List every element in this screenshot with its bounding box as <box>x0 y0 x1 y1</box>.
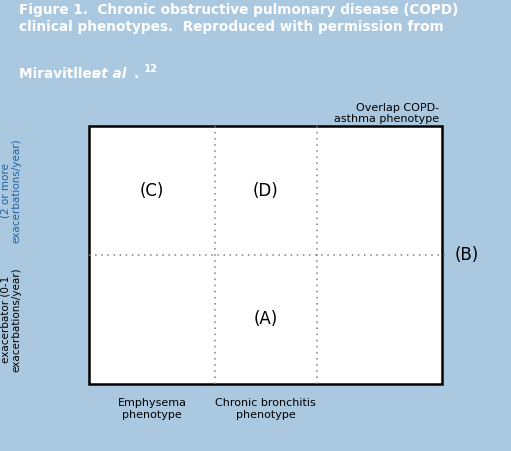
Text: (B): (B) <box>455 246 479 264</box>
Text: (D): (D) <box>253 181 278 199</box>
Text: .: . <box>134 67 144 81</box>
Text: Overlap COPD-
asthma phenotype: Overlap COPD- asthma phenotype <box>334 103 439 124</box>
Text: Chronic bronchitis
phenotype: Chronic bronchitis phenotype <box>215 398 316 420</box>
Bar <box>89 126 442 384</box>
Text: Emphysema
phenotype: Emphysema phenotype <box>118 398 187 420</box>
Text: infrequent
exacerbator (0-1
exacerbations/year): infrequent exacerbator (0-1 exacerbation… <box>0 267 21 372</box>
Text: (C): (C) <box>140 181 164 199</box>
Text: et al: et al <box>92 67 127 81</box>
Text: (A): (A) <box>253 310 278 328</box>
Text: Miravitlles: Miravitlles <box>19 67 105 81</box>
Text: 12: 12 <box>144 64 158 74</box>
Text: Figure 1.  Chronic obstructive pulmonary disease (COPD)
clinical phenotypes.  Re: Figure 1. Chronic obstructive pulmonary … <box>19 3 459 34</box>
Text: Exacerbator
(2 or more
exacerbations/year): Exacerbator (2 or more exacerbations/yea… <box>0 138 21 243</box>
